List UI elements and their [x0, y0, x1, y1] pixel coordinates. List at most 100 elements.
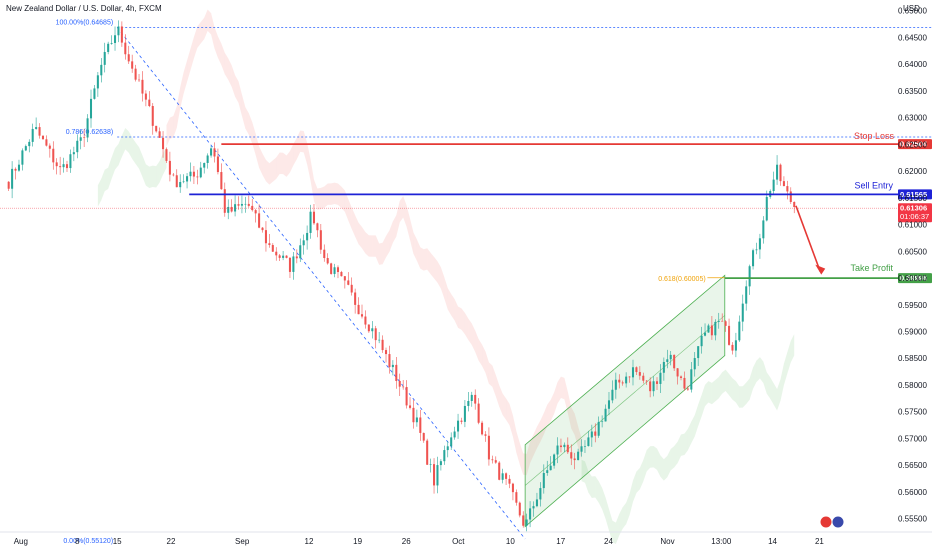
- candle-body: [470, 394, 473, 402]
- cloud-segment: [526, 441, 531, 476]
- candle-body: [710, 325, 713, 336]
- candle-body: [117, 26, 120, 36]
- candle-body: [429, 464, 432, 465]
- take-profit-tag-text: 0.59998: [900, 274, 927, 283]
- cloud-segment: [475, 330, 479, 361]
- candle-body: [686, 388, 689, 390]
- candle-body: [196, 176, 199, 178]
- cloud-segment: [458, 306, 462, 330]
- cloud-segment: [533, 426, 537, 456]
- stop-loss-tag-text: 0.62504: [900, 140, 928, 149]
- candle-body: [333, 267, 336, 274]
- candle-body: [522, 515, 525, 526]
- candle-body: [186, 176, 189, 182]
- cloud-segment: [265, 159, 270, 185]
- candle-body: [460, 420, 463, 422]
- cloud-segment: [790, 334, 795, 363]
- cloud-segment: [420, 247, 424, 271]
- sell-entry-label: Sell Entry: [854, 180, 893, 190]
- ichimoku-cloud: [97, 9, 795, 545]
- x-tick-label: 14: [768, 537, 777, 546]
- candle-body: [357, 304, 360, 315]
- candle-body: [450, 437, 453, 447]
- cloud-segment: [399, 196, 404, 223]
- candle-body: [618, 379, 621, 383]
- candle-body: [223, 189, 226, 213]
- cloud-segment: [259, 146, 263, 175]
- candle-body: [131, 61, 134, 69]
- candle-body: [635, 367, 638, 373]
- cloud-segment: [756, 357, 760, 383]
- candle-body: [65, 164, 69, 169]
- candle-body: [631, 367, 635, 378]
- candle-body: [326, 258, 329, 264]
- candle-body: [745, 286, 748, 304]
- candle-body: [494, 460, 497, 463]
- candle-body: [52, 148, 55, 163]
- candle-body: [419, 417, 422, 433]
- cloud-segment: [512, 415, 517, 453]
- candle-body: [515, 492, 518, 503]
- candle-body: [611, 389, 614, 401]
- cloud-segment: [156, 161, 160, 188]
- candle-body: [443, 450, 446, 462]
- cloud-segment: [540, 413, 544, 442]
- cloud-segment: [324, 183, 328, 208]
- candle-body: [24, 146, 27, 151]
- candle-body: [155, 125, 158, 132]
- candle-body: [614, 379, 617, 390]
- candle-body: [659, 372, 662, 384]
- candle-body: [354, 292, 357, 305]
- candle-body: [666, 359, 669, 362]
- cloud-segment: [396, 200, 400, 237]
- candle-body: [295, 256, 298, 259]
- cloud-segment: [406, 205, 411, 240]
- candle-body: [381, 339, 384, 351]
- candle-body: [134, 68, 137, 80]
- candle-body: [621, 382, 624, 384]
- candle-body: [539, 488, 542, 500]
- cloud-segment: [629, 480, 633, 516]
- cloud-segment: [701, 384, 706, 417]
- projection-arrow: [795, 205, 826, 275]
- candle-body: [240, 203, 243, 206]
- price-axis[interactable]: 0.65000 0.64500 0.64000 0.63500 0.63000 0.625…: [898, 7, 927, 524]
- candle-body: [234, 204, 237, 212]
- cloud-segment: [643, 450, 647, 482]
- candle-body: [405, 387, 408, 406]
- candle-body: [477, 403, 480, 423]
- candle-body: [717, 320, 720, 322]
- candle-body: [210, 148, 213, 156]
- y-tick-label: 0.60000: [898, 274, 927, 283]
- candle-body: [642, 375, 645, 381]
- candle-body: [793, 201, 796, 207]
- candle-body: [724, 321, 727, 326]
- y-tick-label: 0.62500: [898, 140, 927, 149]
- cloud-segment: [615, 513, 620, 545]
- candle-body: [312, 211, 316, 224]
- candle-body: [182, 181, 185, 183]
- cloud-segment: [495, 374, 500, 407]
- candle-body: [697, 346, 700, 359]
- cloud-segment: [591, 476, 596, 498]
- cloud-segment: [564, 377, 568, 414]
- cloud-segment: [547, 399, 551, 427]
- cloud-segment: [488, 362, 493, 387]
- cloud-segment: [303, 131, 308, 165]
- cloud-segment: [739, 386, 743, 408]
- cloud-segment: [245, 107, 249, 135]
- time-axis[interactable]: Aug 8 15 22 Sep 12 19 26 Oct 10 17 24 Nov 13:00 14 21: [0, 531, 932, 546]
- cloud-segment: [581, 459, 585, 483]
- cloud-segment: [639, 460, 644, 490]
- y-tick-label: 0.61500: [898, 194, 927, 203]
- candle-body: [237, 204, 240, 206]
- cloud-segment: [276, 152, 280, 179]
- cloud-segment: [128, 131, 133, 159]
- candle-body: [402, 386, 405, 388]
- candle-body: [48, 145, 51, 149]
- cloud-segment: [725, 369, 730, 396]
- candle-body: [762, 220, 765, 239]
- candle-body: [302, 240, 305, 246]
- candle-body: [244, 203, 247, 205]
